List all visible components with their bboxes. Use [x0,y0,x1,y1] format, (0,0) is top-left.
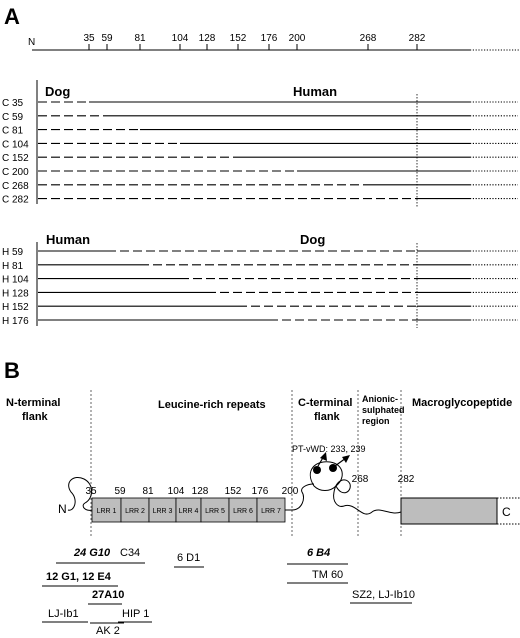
c-terminus-label: C [502,505,511,519]
region-anionic-line2: sulphated [362,405,405,415]
lrr-box [120,497,150,523]
residue-mark: 104 [168,486,185,497]
chimera-row-label: C 104 [2,139,29,150]
ruler-n-label: N [28,37,35,48]
residue-mark: 152 [225,486,242,497]
group1-right-title: Human [293,84,337,99]
ruler-tick-label: 152 [230,33,247,44]
ruler-tick-label: 282 [409,33,426,44]
region-n-terminal-line1: N-terminal [6,397,60,409]
antibody-epitopes: 24 G10 C34 12 G1, 12 E4 27A10 LJ-Ib1 AK … [42,547,415,637]
residue-mark: 176 [252,486,269,497]
ruler-tick-label: 268 [360,33,377,44]
ruler-tick-label: 200 [289,33,306,44]
lrr-box [175,497,202,523]
residue-mark: 200 [282,486,299,497]
lrr-box-label: LRR 1 [97,508,117,515]
ab-tm60: TM 60 [312,569,343,581]
chimera-row-label: C 268 [2,181,29,192]
chimera-row-label: H 81 [2,261,24,272]
residue-mark: 128 [192,486,209,497]
chimera-row-label: C 81 [2,126,24,137]
c-terminal-loop [309,461,343,491]
region-n-terminal-line2: flank [22,411,49,423]
lrr-box [200,497,230,523]
chimera-row-label: C 282 [2,195,29,206]
region-headers: N-terminal flank Leucine-rich repeats C-… [6,394,512,426]
ruler-tick-label: 176 [261,33,278,44]
lrr-box [91,497,122,523]
residue-mark: 59 [114,486,126,497]
residue-mark: 81 [142,486,154,497]
ab-6d1: 6 D1 [177,552,200,564]
chimera-row-label: H 59 [2,247,24,258]
chimera-row-label: C 200 [2,167,29,178]
gpib-alpha-schematic: N LRR 1 LRR 2 LRR 3 LRR 4 LRR 5 LRR 6 LRR 7 C [58,461,520,525]
lrr-box-label: LRR 7 [261,508,281,515]
region-c-terminal-line2: flank [314,411,341,423]
panel-b-label: B [4,358,20,383]
ruler-tick-label: 59 [101,33,113,44]
chimera-row-label: C 152 [2,153,29,164]
lrr-box-label: LRR 3 [153,508,173,515]
ab-ak2: AK 2 [96,625,120,637]
lrr-box [148,497,177,523]
lrr-box-label: LRR 6 [233,508,253,515]
chimera-row-label: H 128 [2,288,29,299]
ab-27a10: 27A10 [92,589,124,601]
mutation-dot-233 [313,466,321,474]
ab-lj-ib1: LJ-Ib1 [48,608,79,620]
region-anionic-line3: region [362,416,390,426]
pt-vwd-arrows [317,452,350,467]
ab-sz2-lj-ib10: SZ2, LJ-Ib10 [352,589,415,601]
region-dividers [90,390,402,538]
ab-24g10: 24 G10 [73,547,111,559]
region-macroglycopeptide: Macroglycopeptide [412,397,512,409]
ruler-tick-label: 104 [172,33,189,44]
lrr-box [228,497,258,523]
group2-right-title: Dog [300,232,325,247]
chimera-row-label: H 176 [2,316,29,327]
lrr-box-label: LRR 2 [125,508,145,515]
lrr-box [256,497,286,523]
chimera-row-label: C 59 [2,112,24,123]
anionic-strand [343,504,402,515]
n-terminal-loop [67,477,93,511]
ab-hip1: HIP 1 [122,608,149,620]
chimera-group-human-dog: Human Dog H 59 H 81 H 104 H 128 H 152 H 176 [2,232,518,328]
chimera-row-label: H 104 [2,275,29,286]
region-lrr-title: Leucine-rich repeats [158,399,266,411]
chimera-row-label: H 152 [2,302,29,313]
lrr-box-label: LRR 5 [205,508,225,515]
c-terminal-hook [333,479,351,507]
ab-c34: C34 [120,547,140,559]
n-terminus-label: N [58,502,67,516]
region-c-terminal-line1: C-terminal [298,397,352,409]
panel-a-label: A [4,4,20,29]
residue-mark: 268 [352,474,369,485]
ab-12g1-12e4: 12 G1, 12 E4 [46,571,112,583]
lrr-box-label: LRR 4 [179,508,199,515]
ab-6b4: 6 B4 [307,547,330,559]
chimera-group-dog-human: Dog Human C 35 C 59 C 81 C 104 C 152 C 200 C 2… [2,80,518,207]
residue-marks: 35 59 81 104 128 152 176 200 268 282 [85,474,414,497]
macroglycopeptide-box [400,497,498,525]
ruler-tick-label: 128 [199,33,216,44]
mutation-dot-239 [329,464,337,472]
ruler-tick-label: 81 [134,33,146,44]
ruler-tick-label: 35 [83,33,95,44]
region-anionic-line1: Anionic- [362,394,398,404]
group2-left-title: Human [46,232,90,247]
residue-mark: 35 [85,486,97,497]
pt-vwd-label: PT-vWD: 233, 239 [292,444,366,454]
residue-mark: 282 [398,474,415,485]
c-terminal-strand [291,483,315,511]
chimera-row-label: C 35 [2,98,24,109]
group1-left-title: Dog [45,84,70,99]
residue-ruler: N 35 59 81 104 128 152 176 200 268 282 [28,33,520,51]
